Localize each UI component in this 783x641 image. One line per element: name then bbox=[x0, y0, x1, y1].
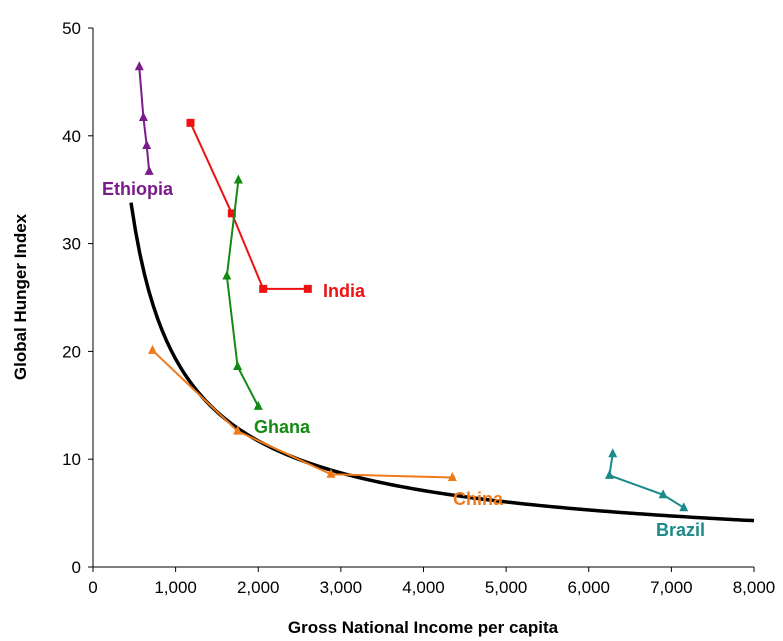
data-point bbox=[253, 400, 263, 410]
y-tick-label: 10 bbox=[62, 450, 81, 469]
y-tick-label: 0 bbox=[72, 558, 81, 577]
data-point bbox=[326, 468, 336, 478]
series-label-brazil: Brazil bbox=[656, 520, 705, 540]
data-point bbox=[233, 174, 243, 184]
x-tick-label: 6,000 bbox=[567, 578, 610, 597]
x-tick-label: 3,000 bbox=[320, 578, 363, 597]
x-tick-label: 7,000 bbox=[650, 578, 693, 597]
data-point bbox=[138, 111, 148, 121]
x-tick-label: 0 bbox=[88, 578, 97, 597]
series-china: China bbox=[147, 344, 504, 509]
series-brazil: Brazil bbox=[604, 448, 705, 540]
series-ethiopia: Ethiopia bbox=[102, 61, 174, 199]
ticks: 0 1,000 2,000 3,000 4,000 5,000 6,000 7,000 8,00… bbox=[62, 19, 775, 597]
trendline-group bbox=[129, 202, 755, 523]
series-line-brazil bbox=[608, 453, 685, 509]
data-point bbox=[233, 360, 243, 370]
data-point bbox=[147, 344, 157, 354]
series-india: India bbox=[186, 118, 366, 301]
data-point bbox=[604, 469, 614, 479]
data-point bbox=[144, 165, 154, 175]
y-tick-label: 50 bbox=[62, 19, 81, 38]
series-label-india: India bbox=[323, 281, 366, 301]
data-point bbox=[227, 209, 236, 218]
series-line-ghana bbox=[225, 179, 260, 407]
series-ghana: Ghana bbox=[222, 174, 311, 437]
series-line-china bbox=[151, 349, 453, 479]
x-tick-label: 1,000 bbox=[154, 578, 197, 597]
data-point bbox=[233, 425, 243, 435]
x-axis-title: Gross National Income per capita bbox=[288, 618, 559, 637]
series-label-ethiopia: Ethiopia bbox=[102, 179, 174, 199]
data-point bbox=[658, 489, 668, 499]
data-point bbox=[222, 270, 232, 280]
series-label-ghana: Ghana bbox=[254, 417, 311, 437]
data-point bbox=[679, 502, 689, 512]
x-tick-label: 4,000 bbox=[402, 578, 445, 597]
data-point bbox=[608, 448, 618, 458]
series-group: Ethiopia India Ghana China Brazil bbox=[102, 61, 705, 540]
data-point bbox=[303, 284, 312, 293]
data-point bbox=[142, 140, 152, 149]
data-point bbox=[186, 118, 195, 127]
axes: 0 1,000 2,000 3,000 4,000 5,000 6,000 7,000 8,00… bbox=[62, 19, 775, 597]
y-tick-label: 30 bbox=[62, 235, 81, 254]
series-line-india bbox=[189, 122, 308, 290]
data-point bbox=[447, 472, 457, 482]
series-label-china: China bbox=[453, 489, 504, 509]
trendline bbox=[129, 202, 755, 523]
y-tick-label: 20 bbox=[62, 342, 81, 361]
y-axis-title: Global Hunger Index bbox=[11, 213, 30, 380]
data-point bbox=[134, 61, 144, 71]
series-line-ethiopia bbox=[138, 66, 151, 172]
x-tick-label: 8,000 bbox=[733, 578, 776, 597]
y-tick-label: 40 bbox=[62, 127, 81, 146]
x-tick-label: 5,000 bbox=[485, 578, 528, 597]
data-point bbox=[259, 284, 268, 293]
x-tick-label: 2,000 bbox=[237, 578, 280, 597]
